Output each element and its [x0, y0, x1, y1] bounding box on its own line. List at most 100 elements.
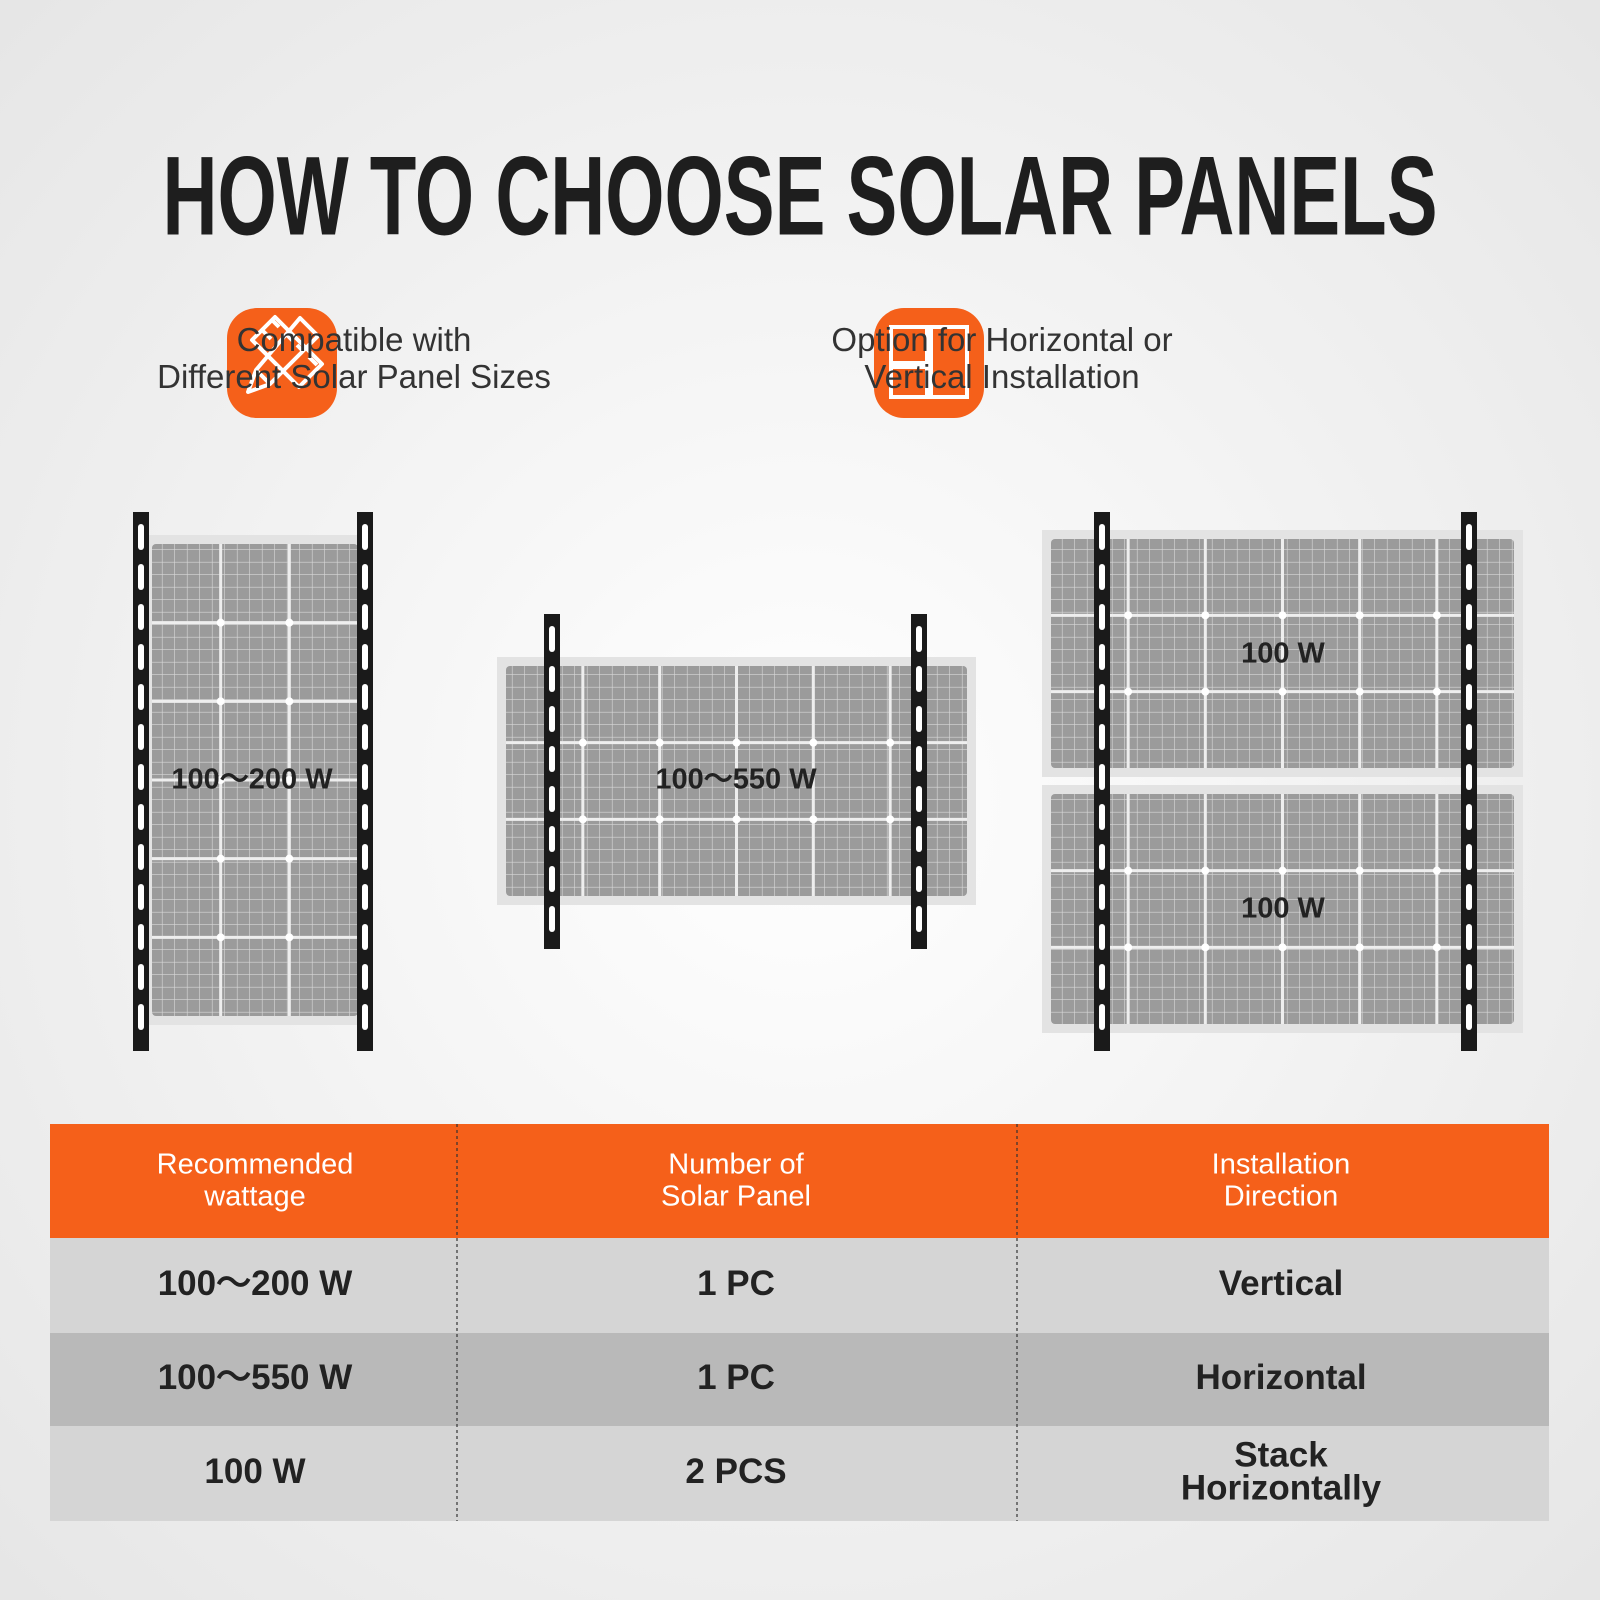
rail-slot [362, 804, 368, 830]
rail-slot [362, 684, 368, 710]
diagram-label: 100 W [1241, 638, 1325, 670]
table-cell: 100～550 W [158, 1358, 353, 1397]
panel-dot [1278, 866, 1287, 875]
rail-slot [1466, 564, 1472, 590]
panel-dot [1278, 611, 1287, 620]
rail-slot [1466, 644, 1472, 670]
rail-slot [916, 626, 922, 652]
rail-slot [549, 826, 555, 852]
rail-slot [1466, 764, 1472, 790]
rail-slot [1099, 764, 1105, 790]
rail-slot [916, 746, 922, 772]
rail-slot [1099, 1004, 1105, 1030]
table-header [50, 1124, 1549, 1238]
table-row [50, 1238, 1549, 1333]
rail-slot [1099, 564, 1105, 590]
panel-dot [1432, 611, 1441, 620]
panel-dot [578, 815, 587, 824]
rail-slot [1099, 884, 1105, 910]
panel-dot [285, 933, 294, 942]
panel-dot [1124, 611, 1133, 620]
panel-dot [1355, 611, 1364, 620]
rail-slot [362, 604, 368, 630]
table-cell: 100～200 W [158, 1264, 353, 1303]
rail-slot [1099, 524, 1105, 550]
rail-slot [916, 906, 922, 932]
rail-slot [138, 724, 144, 750]
panel-dot [655, 738, 664, 747]
panel-dot [732, 815, 741, 824]
rail-slot [138, 564, 144, 590]
solar-panel [497, 657, 976, 905]
rail-slot [1466, 1004, 1472, 1030]
solar-panel [143, 535, 367, 1025]
panel-dot [216, 933, 225, 942]
mounting-rail [1094, 512, 1110, 1051]
rail-slot [362, 924, 368, 950]
rail-slot [138, 1004, 144, 1030]
rail-slot [138, 884, 144, 910]
rail-slot [549, 786, 555, 812]
rail-slot [138, 804, 144, 830]
rail-slot [138, 684, 144, 710]
panel-dot [1124, 943, 1133, 952]
table-row [50, 1333, 1549, 1426]
feature-text: Different Solar Panel Sizes [157, 358, 551, 395]
panel-dot [285, 697, 294, 706]
rail-slot [138, 604, 144, 630]
panel-dot [1124, 687, 1133, 696]
rail-slot [549, 906, 555, 932]
table-cell: Horizontally [1181, 1468, 1382, 1507]
rail-slot [362, 764, 368, 790]
rail-slot [138, 924, 144, 950]
panel-dot [1432, 866, 1441, 875]
rail-slot [549, 866, 555, 892]
header-cell: Direction [1224, 1181, 1338, 1213]
rail-slot [1466, 804, 1472, 830]
rail-slot [549, 626, 555, 652]
panel-dot [1355, 687, 1364, 696]
rail-slot [1466, 924, 1472, 950]
header-cell: Recommended [157, 1149, 354, 1181]
rail-slot [362, 964, 368, 990]
rail [544, 614, 560, 949]
header-cell: Number of [668, 1149, 804, 1181]
feature-text: Option for Horizontal or [831, 321, 1172, 358]
rail-slot [138, 964, 144, 990]
rail-slot [1099, 724, 1105, 750]
table-cell: Stack [1234, 1435, 1328, 1474]
panel-dot [1201, 687, 1210, 696]
table-cell: 2 PCS [685, 1452, 786, 1491]
panel-dot [655, 815, 664, 824]
icon-sizes [227, 308, 337, 418]
rail-slot [138, 764, 144, 790]
rail-slot [362, 844, 368, 870]
panel-dot [1432, 943, 1441, 952]
diagram-label: 100 W [1241, 893, 1325, 925]
rail-slot [362, 1004, 368, 1030]
panel-dot [1278, 687, 1287, 696]
rail-slot [549, 666, 555, 692]
panel-dot [285, 854, 294, 863]
diagram-label: 100～200 W [171, 764, 333, 796]
rail-slot [1466, 684, 1472, 710]
panel-dot [1355, 866, 1364, 875]
title: HOW TO CHOOSE SOLAR PANELS [163, 134, 1438, 259]
rail-slot [916, 666, 922, 692]
rail-slot [1466, 844, 1472, 870]
solar-panel [1042, 530, 1523, 777]
panel-dot [578, 738, 587, 747]
panel-dot [216, 776, 225, 784]
rail-slot [362, 884, 368, 910]
rail-slot [1466, 964, 1472, 990]
mounting-rail [133, 512, 149, 1051]
panel-dot [1201, 943, 1210, 952]
rail [911, 614, 927, 949]
icon-layout [874, 308, 984, 418]
rail-slot [138, 844, 144, 870]
feature-text: Vertical Installation [864, 358, 1139, 395]
panel-dot [809, 815, 818, 824]
feature-text: Compatible with [237, 321, 472, 358]
panel-dot [285, 776, 294, 784]
rail-slot [1466, 524, 1472, 550]
